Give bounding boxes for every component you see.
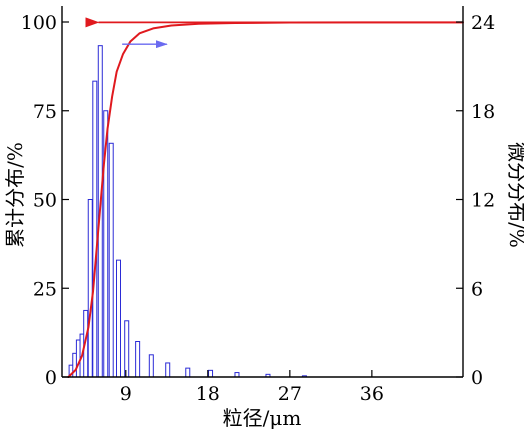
x-axis-title: 粒径/μm [223, 406, 302, 430]
bar-series [68, 45, 307, 378]
plot-frame [61, 6, 464, 378]
x-axis-ticks: 9 18 27 36 [120, 370, 384, 405]
cumulative-line [67, 21, 464, 378]
cumulative-line-series [67, 21, 464, 378]
bar-16 [185, 367, 191, 378]
right-y-tick-label-12: 12 [471, 190, 495, 212]
right-y-tick-label-6: 6 [471, 278, 483, 300]
bar-11 [116, 259, 121, 378]
left-y-tick-label-75: 75 [33, 101, 57, 123]
left-y-tick-label-0: 0 [45, 367, 57, 389]
right-y-tick-label-24: 24 [471, 12, 495, 34]
right-y-axis-ticks: 0 6 12 18 24 [456, 12, 495, 389]
bar-15 [165, 362, 171, 378]
left-y-tick-label-100: 100 [21, 12, 57, 34]
left-y-tick-label-50: 50 [33, 190, 57, 212]
annotations [85, 17, 463, 49]
right-y-axis-title: 微分分布/% [505, 142, 524, 248]
x-tick-label-18: 18 [196, 383, 220, 405]
right-y-tick-label-0: 0 [471, 367, 483, 389]
bar-13 [135, 341, 141, 378]
left-y-tick-label-25: 25 [33, 278, 57, 300]
x-tick-label-36: 36 [360, 383, 384, 405]
bar-10 [108, 142, 114, 378]
left-y-axis-title: 累计分布/% [3, 142, 27, 248]
bar-6 [87, 199, 93, 378]
bar-7 [92, 80, 98, 378]
x-tick-label-9: 9 [120, 383, 132, 405]
left-y-axis-ticks: 0 25 50 75 100 [21, 12, 69, 389]
bar-14 [148, 354, 154, 378]
right-y-tick-label-18: 18 [471, 101, 495, 123]
bar-17 [208, 369, 214, 378]
bar-12 [124, 320, 130, 378]
x-tick-label-27: 27 [278, 383, 302, 405]
